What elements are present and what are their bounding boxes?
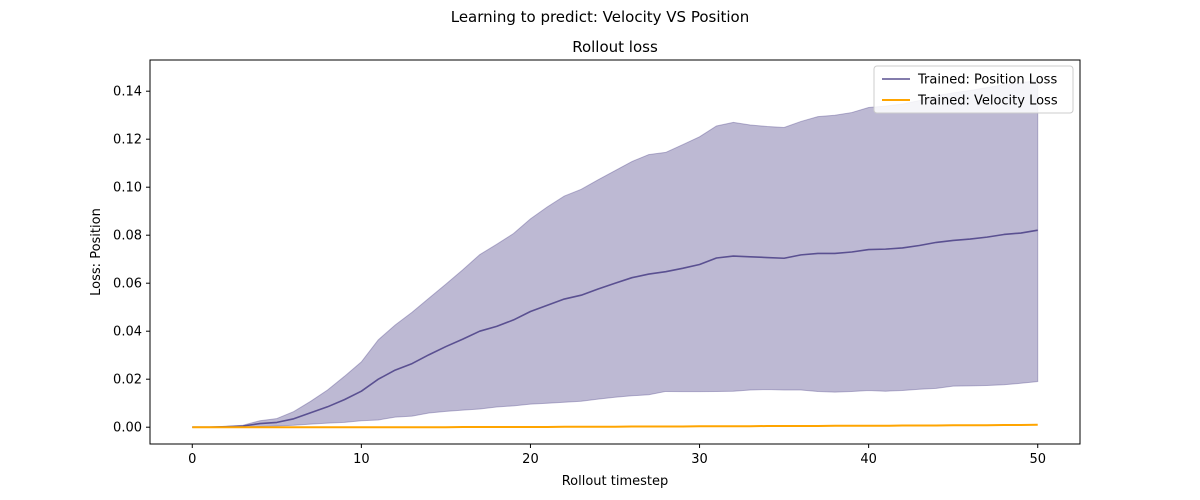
plot-frame: [149, 59, 1081, 445]
chart-title: Rollout loss: [572, 38, 658, 56]
series-1-confidence-band: [192, 79, 1039, 428]
y-tick-label: 0.14: [113, 85, 142, 100]
plot-layer: 0 10 20 30 40 50 0.00 0.02 0.04 0.06 0.08 0.10 0.12 0…: [113, 59, 1081, 467]
x-tick-label: 10: [353, 452, 370, 467]
x-tick-label: 20: [522, 452, 539, 467]
legend-box: [873, 65, 1074, 114]
series-2-line: [192, 423, 1038, 429]
y-tick-label: 0.12: [113, 133, 142, 148]
x-tick-label: 50: [1029, 452, 1046, 467]
x-tick-label: 0: [188, 452, 196, 467]
figure-suptitle: Learning to predict: Velocity VS Positio…: [451, 8, 750, 26]
x-tick-label: 40: [860, 452, 877, 467]
legend: Trained: Position Loss Trained: Velocity …: [873, 65, 1074, 114]
legend-label-1: Trained: Position Loss: [917, 73, 1057, 88]
x-tick-label: 30: [691, 452, 708, 467]
y-tick-label: 0.08: [113, 229, 142, 244]
y-tick-label: 0.02: [113, 373, 142, 388]
y-tick-label: 0.00: [113, 421, 142, 436]
y-tick-label: 0.06: [113, 277, 142, 292]
y-tick-label: 0.04: [113, 325, 142, 340]
y-axis-label: Loss: Position: [89, 208, 104, 296]
x-axis-label: Rollout timestep: [562, 474, 669, 489]
series-1-line: [192, 229, 1038, 429]
legend-label-2: Trained: Velocity Loss: [917, 94, 1058, 109]
y-tick-label: 0.10: [113, 181, 142, 196]
